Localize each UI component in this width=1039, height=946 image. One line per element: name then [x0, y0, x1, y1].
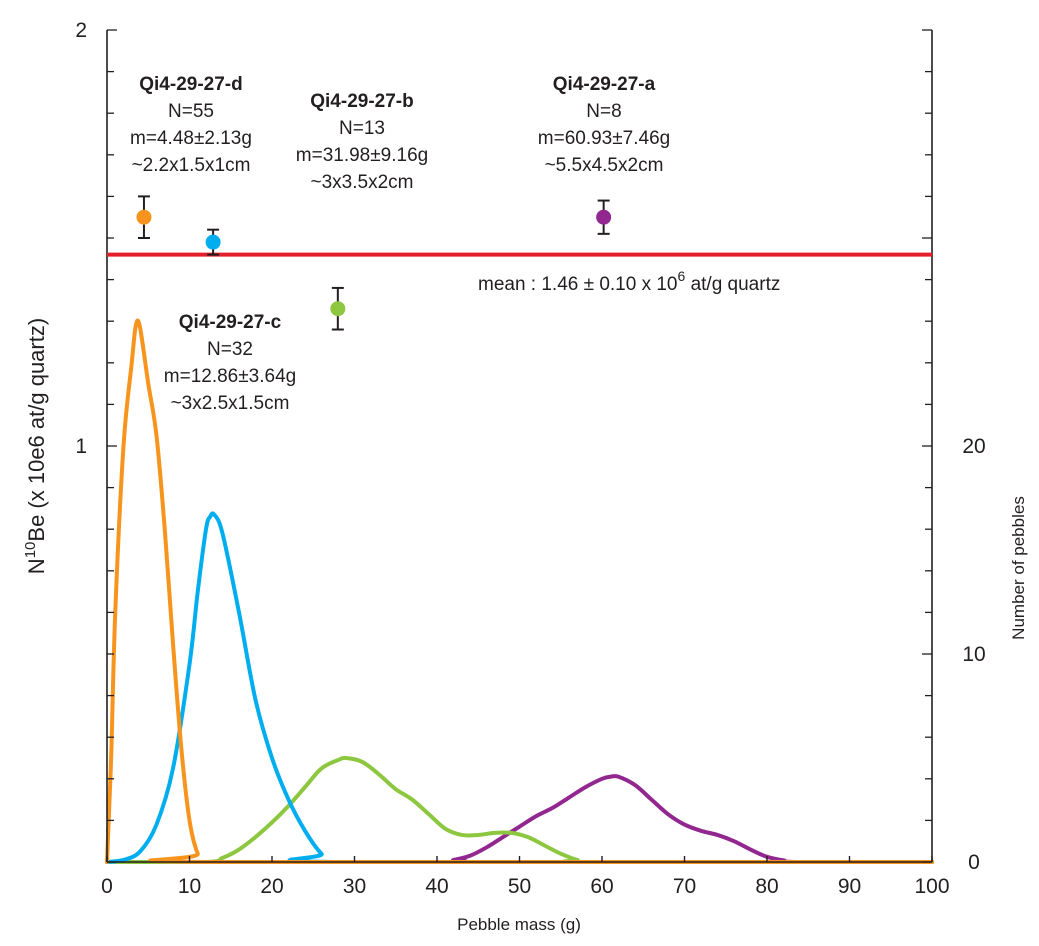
sample-points: [136, 195, 612, 331]
x-tick-label: 100: [914, 875, 949, 898]
sample-size: ~2.2x1.5x1cm: [132, 155, 251, 176]
sample-name: Qi4-29-27-c: [179, 312, 282, 333]
x-tick-label: 30: [343, 875, 366, 898]
annotation-qi4-29-27-a: Qi4-29-27-a N=8 m=60.93±7.46g ~5.5x4.5x2cm: [538, 74, 670, 176]
sample-mass: m=4.48±2.13g: [130, 128, 252, 149]
distribution-curves: [105, 318, 934, 865]
data-point-qi4-29-27-a: [596, 209, 612, 225]
sample-count: N=32: [207, 339, 253, 360]
distribution-curve-qi4-29-27-a: [105, 774, 934, 865]
x-axis-title: Pebble mass (g): [457, 915, 581, 934]
right-tick-label: 10: [962, 643, 985, 666]
x-tick-label: 70: [673, 875, 696, 898]
sample-size: ~3x2.5x1.5cm: [171, 393, 290, 414]
x-tick-label: 50: [508, 875, 531, 898]
sample-count: N=8: [586, 101, 621, 122]
sample-count: N=55: [168, 101, 214, 122]
x-tick-label: 40: [425, 875, 448, 898]
x-tick-label: 10: [178, 875, 201, 898]
mean-label-unit: at/g quartz: [685, 274, 780, 295]
sample-mass: m=31.98±9.16g: [296, 145, 428, 166]
distribution-curve-qi4-29-27-b: [105, 755, 934, 865]
right-axis-title: Number of pebbles: [1009, 496, 1028, 640]
x-tick-label: 80: [755, 875, 778, 898]
sample-name: Qi4-29-27-b: [310, 91, 413, 112]
data-point-qi4-29-27-b: [330, 301, 346, 317]
left-tick-label: 1: [75, 435, 87, 458]
left-axis-title: N10Be (x 10e6 at/g quartz): [22, 318, 49, 574]
data-point-qi4-29-27-c: [205, 234, 221, 250]
left-axis-title-pre: N: [24, 558, 49, 574]
left-axis-title-post: Be (x 10e6 at/g quartz): [24, 318, 49, 542]
distribution-curve-qi4-29-27-d: [105, 318, 934, 865]
mean-label: mean : 1.46 ± 0.10 x 106 at/g quartz: [478, 268, 780, 295]
sample-mass: m=12.86±3.64g: [164, 366, 296, 387]
left-axis-title-sup: 10: [22, 542, 39, 559]
distribution-curve-qi4-29-27-c: [105, 511, 934, 865]
annotation-qi4-29-27-c: Qi4-29-27-c N=32 m=12.86±3.64g ~3x2.5x1.5cm: [164, 312, 296, 414]
x-tick-label: 20: [260, 875, 283, 898]
sample-size: ~5.5x4.5x2cm: [545, 155, 664, 176]
right-tick-label: 0: [968, 851, 980, 874]
sample-count: N=13: [339, 118, 385, 139]
sample-name: Qi4-29-27-d: [139, 74, 242, 95]
mean-label-text: mean : 1.46 ± 0.10 x 10: [478, 274, 678, 295]
annotation-qi4-29-27-b: Qi4-29-27-b N=13 m=31.98±9.16g ~3x3.5x2cm: [296, 91, 428, 193]
x-tick-label: 90: [838, 875, 861, 898]
mean-line-group: mean : 1.46 ± 0.10 x 106 at/g quartz: [107, 252, 932, 295]
x-tick-label: 60: [590, 875, 613, 898]
right-tick-label: 20: [962, 435, 985, 458]
sample-size: ~3x3.5x2cm: [311, 172, 414, 193]
x-tick-label: 0: [101, 875, 113, 898]
sample-annotations: Qi4-29-27-dN=55m=4.48±2.13g~2.2x1.5x1cmQ…: [130, 74, 670, 414]
left-tick-label: 2: [75, 19, 87, 42]
sample-mass: m=60.93±7.46g: [538, 128, 670, 149]
mean-label-sup: 6: [678, 268, 686, 284]
sample-name: Qi4-29-27-a: [553, 74, 656, 95]
annotation-qi4-29-27-d: Qi4-29-27-d N=55 m=4.48±2.13g ~2.2x1.5x1cm: [130, 74, 252, 176]
data-point-qi4-29-27-d: [136, 209, 152, 225]
